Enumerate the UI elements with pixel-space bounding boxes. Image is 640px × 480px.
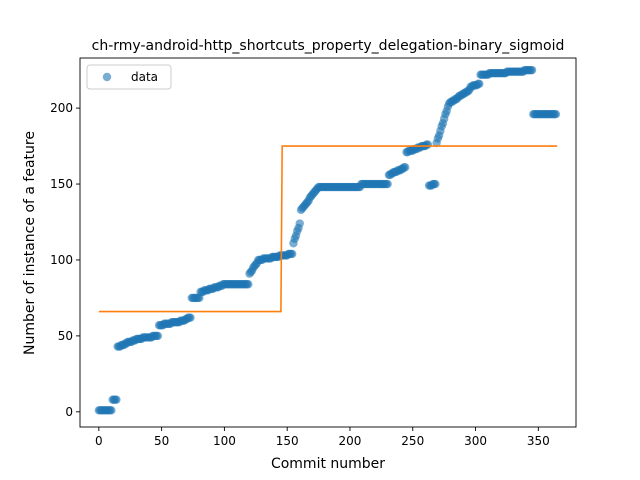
x-tick-label: 250 [401, 434, 424, 448]
y-axis-label: Number of instance of a feature [22, 131, 38, 355]
x-tick-label: 200 [339, 434, 362, 448]
data-point [423, 140, 433, 149]
y-tick-label: 0 [65, 405, 73, 419]
x-tick-label: 0 [95, 434, 103, 448]
plot-marks [94, 65, 561, 415]
legend-label: data [131, 70, 158, 84]
step-fit-line [98, 145, 558, 313]
data-point [244, 280, 253, 289]
data-point [475, 79, 484, 89]
plot-frame [79, 57, 577, 428]
data-point [288, 249, 297, 259]
x-tick-label: 300 [464, 434, 487, 448]
legend-box [86, 64, 172, 90]
y-tick-label: 150 [50, 177, 73, 191]
data-point [527, 65, 537, 75]
y-tick-label: 200 [50, 101, 73, 115]
x-axis-label: Commit number [271, 456, 385, 472]
x-tick-label: 350 [527, 434, 550, 448]
y-tick-label: 50 [58, 329, 73, 343]
data-point [186, 313, 195, 322]
x-tick-label: 150 [276, 434, 299, 448]
data-point [107, 406, 116, 415]
legend: data [86, 64, 172, 90]
data-point [112, 395, 121, 404]
data-point [383, 179, 392, 189]
data-point [551, 109, 561, 119]
x-tick-label: 100 [213, 434, 236, 448]
data-point [153, 331, 163, 341]
legend-marker [102, 72, 112, 82]
axes: 0 50 100 150 200 250 300 350 0 50 100 150 200 [50, 57, 577, 448]
data-point [295, 219, 304, 228]
chart-title: ch-rmy-android-http_shortcuts_property_d… [92, 38, 565, 54]
x-tick-label: 50 [154, 434, 169, 448]
data-point [431, 179, 440, 189]
data-point [401, 163, 410, 172]
y-tick-label: 100 [50, 253, 73, 267]
